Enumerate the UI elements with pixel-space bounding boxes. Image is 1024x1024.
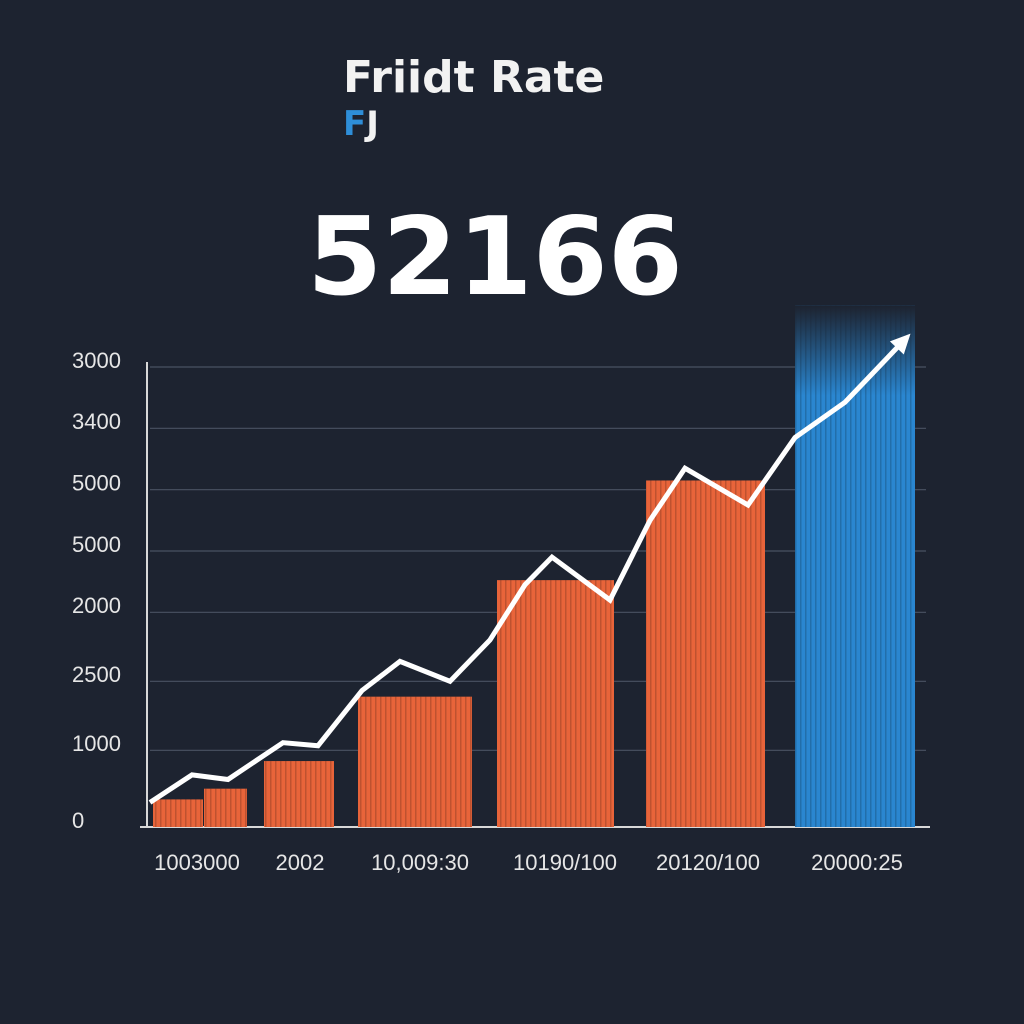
x-tick-label: 10190/100 — [513, 850, 617, 875]
headline-number: 52166 — [307, 195, 683, 320]
y-tick-label: 3000 — [72, 348, 121, 373]
x-tick-label: 20000:25 — [811, 850, 903, 875]
y-tick-label: 3400 — [72, 409, 121, 434]
x-tick-label: 20120/100 — [656, 850, 760, 875]
x-tick-label: 10,009:30 — [371, 850, 469, 875]
y-tick-label: 2500 — [72, 662, 121, 687]
bar-texture — [497, 580, 614, 827]
chart-title: Friidt Rate — [343, 52, 605, 103]
y-tick-label: 0 — [72, 808, 84, 833]
chart-subtitle: FJ — [343, 104, 379, 144]
bar-texture — [358, 696, 472, 827]
x-tick-label: 2002 — [276, 850, 325, 875]
bar-texture — [264, 761, 334, 827]
trend-line — [148, 337, 907, 805]
x-tick-label: 1003000 — [154, 850, 240, 875]
y-tick-label: 2000 — [72, 593, 121, 618]
y-tick-label: 5000 — [72, 532, 121, 557]
bar-texture — [204, 788, 247, 827]
bar-texture — [153, 799, 203, 827]
bar-texture — [646, 480, 765, 827]
y-tick-label: 1000 — [72, 731, 121, 756]
y-tick-label: 5000 — [72, 470, 121, 495]
trend-arrowhead — [889, 333, 911, 355]
